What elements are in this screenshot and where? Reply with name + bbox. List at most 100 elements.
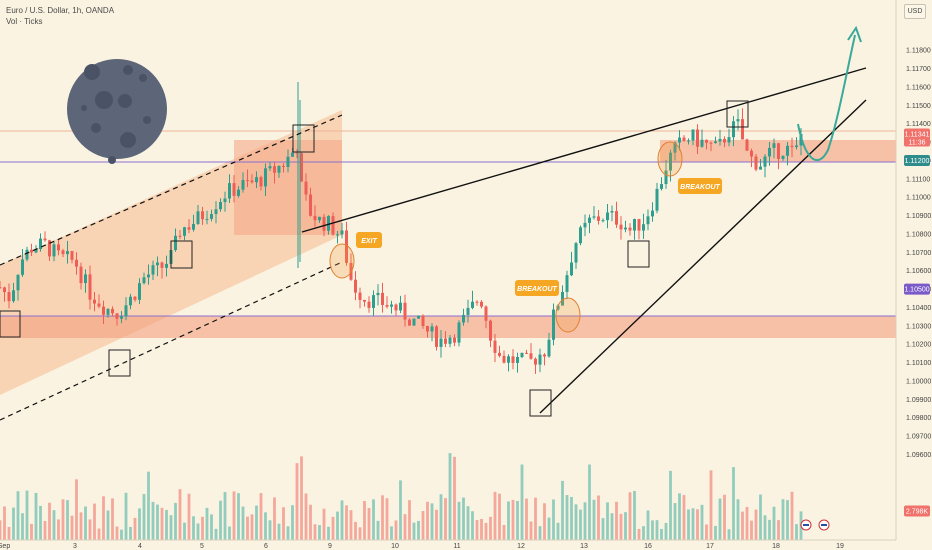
volume-bar (273, 497, 276, 540)
volume-bar (219, 500, 222, 540)
moon-crater-icon (84, 64, 100, 80)
volume-bar (709, 470, 713, 540)
volume-bar (651, 520, 654, 540)
volume-bar (169, 515, 173, 540)
volume-bar (318, 525, 321, 540)
candle-body (39, 238, 42, 249)
candle-body (709, 142, 713, 144)
candle-body (57, 244, 60, 251)
volume-bar (84, 506, 87, 540)
volume-bar (12, 507, 15, 540)
candle-body (358, 292, 362, 300)
moon-crater-icon (139, 74, 147, 82)
volume-bar (718, 498, 722, 540)
volume-bar (547, 517, 551, 540)
volume-bar (102, 496, 105, 540)
volume-bar (669, 470, 672, 540)
candle-body (750, 150, 753, 157)
candle-body (205, 218, 209, 220)
highlight-box (292, 124, 315, 153)
candle-body (628, 227, 632, 231)
candle-body (786, 145, 789, 156)
volume-bar (223, 492, 227, 540)
volume-bar (336, 511, 339, 540)
candle-body (642, 224, 645, 231)
volume-bar (39, 505, 42, 540)
volume-bar (48, 502, 51, 540)
volume-bar (727, 529, 731, 540)
candle-body (30, 249, 33, 253)
candle-body (736, 119, 740, 122)
candle-body (106, 308, 110, 315)
candle-body (399, 302, 402, 311)
volume-bar (304, 493, 308, 540)
volume-bar (394, 520, 398, 540)
event-flag-stripe-icon (803, 524, 809, 526)
candle-body (619, 224, 623, 230)
candle-body (691, 129, 695, 141)
volume-bar (255, 505, 258, 540)
volume-bar (178, 489, 182, 540)
volume-bar (754, 509, 758, 540)
moon-crater-icon (95, 91, 113, 109)
volume-bar (556, 522, 560, 540)
volume-bar (561, 480, 564, 540)
volume-bar (502, 525, 506, 540)
x-tick-label: 16 (644, 543, 652, 550)
currency-label[interactable]: USD (904, 4, 926, 19)
volume-bar (309, 504, 312, 540)
volume-bar (529, 521, 533, 540)
volume-bar (111, 498, 114, 540)
candle-body (70, 251, 74, 260)
volume-bar (682, 495, 686, 540)
y-tick-label: 1.10000 (906, 378, 931, 385)
breakout-ellipse-2 (657, 141, 683, 177)
candle-body (129, 296, 132, 306)
y-tick-label: 1.10300 (906, 323, 931, 330)
candle-body (403, 302, 407, 320)
candle-body (489, 320, 492, 341)
candle-body (466, 307, 470, 315)
volume-bar (385, 498, 389, 540)
volume-bar (772, 506, 776, 540)
candle-body (295, 152, 299, 154)
volume-bar (642, 526, 645, 540)
candle-body (390, 304, 393, 307)
candle-body (115, 313, 119, 319)
candle-body (97, 303, 101, 307)
volume-bar (723, 494, 726, 540)
candle-body (475, 301, 479, 303)
candle-body (363, 299, 366, 302)
candle-body (385, 304, 389, 307)
volume-bar (237, 493, 240, 540)
volume-bar (43, 521, 47, 540)
candle-body (124, 305, 128, 317)
annotation-text: EXIT (361, 238, 377, 245)
volume-bar (75, 479, 78, 540)
volume-bar (403, 514, 407, 540)
volume-bar (327, 526, 330, 540)
volume-bar (475, 519, 479, 540)
y-tick-label: 1.11500 (906, 103, 931, 110)
volume-bar (399, 480, 402, 540)
candle-body (354, 279, 357, 293)
volume-bar (408, 500, 411, 540)
volume-bar (664, 522, 668, 540)
candle-body (516, 357, 519, 363)
volume-bar (498, 493, 501, 540)
candle-body (772, 143, 776, 148)
candle-body (498, 352, 501, 356)
candle-body (142, 277, 146, 284)
last-price-badge (904, 128, 930, 147)
candle-body (174, 235, 177, 251)
breakout-ellipse-1 (555, 297, 581, 333)
volume-bar (151, 501, 155, 540)
candle-body (66, 251, 69, 255)
wedge-upper-line (301, 67, 867, 233)
candle-body (583, 222, 587, 228)
volume-bar (646, 510, 650, 540)
volume-bar (628, 492, 632, 540)
volume-bar (763, 515, 767, 540)
volume-bar (435, 509, 438, 540)
